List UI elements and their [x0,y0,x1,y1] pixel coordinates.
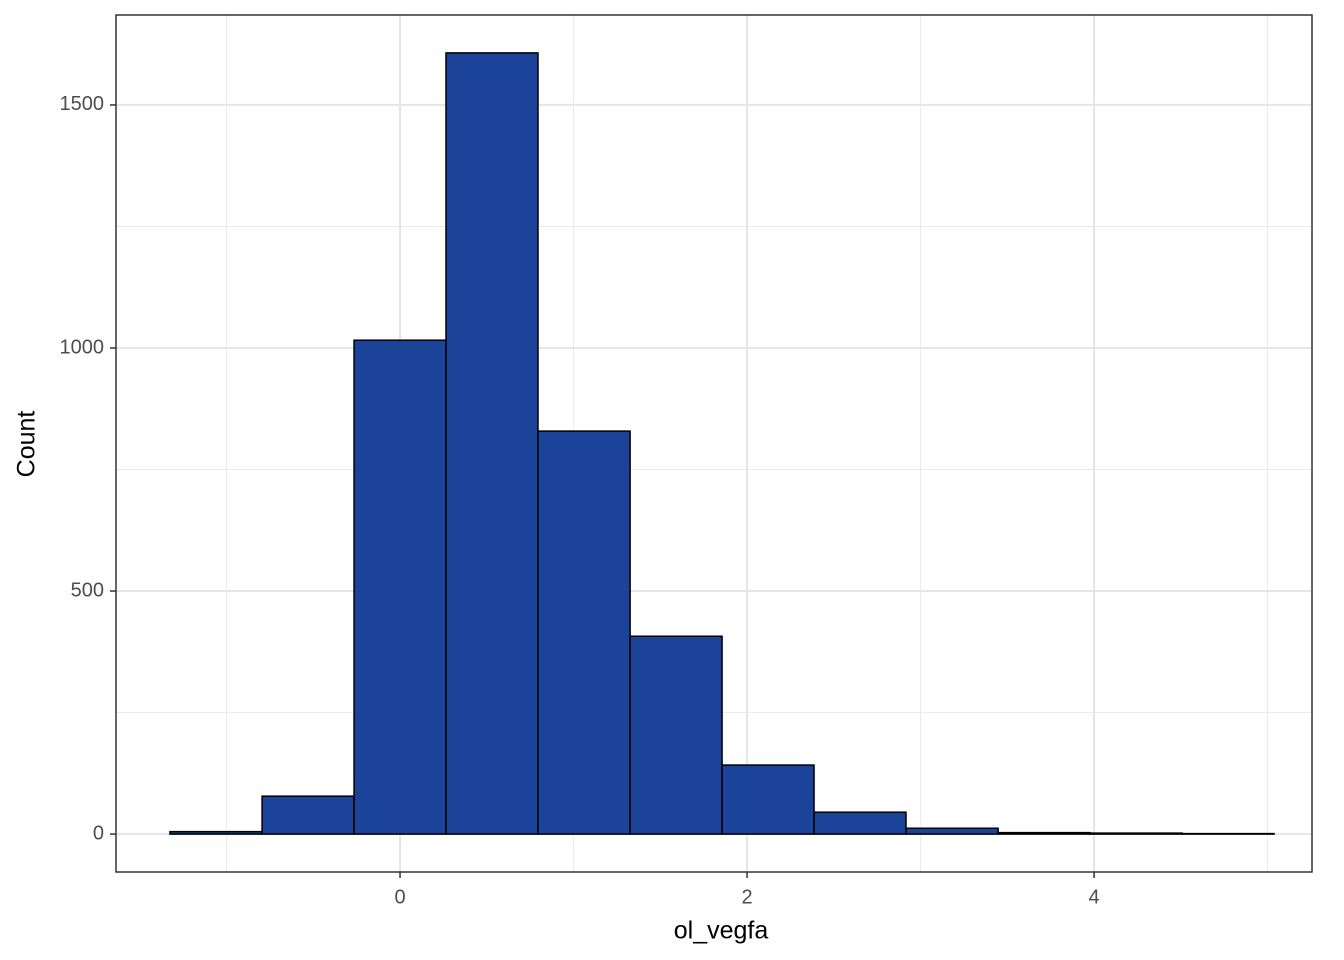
x-tick-label: 4 [1089,886,1100,908]
y-tick-label: 500 [71,579,104,601]
bar [261,795,355,835]
bar [813,811,907,835]
bar [997,831,1091,835]
x-tick-label: 2 [741,886,752,908]
y-tick-label: 1500 [60,93,105,115]
panel-border [115,14,1313,873]
x-tick-label: 0 [394,886,405,908]
bar [169,830,263,835]
y-axis-title: Count [13,411,41,478]
y-tick-label: 1000 [60,336,105,358]
bar [353,339,447,835]
bar [629,635,723,835]
bar [445,52,539,835]
bar [905,827,999,835]
bar [721,764,815,835]
x-axis-title: ol_vegfa [674,917,769,945]
bar [537,430,631,835]
y-tick-label: 0 [93,822,104,844]
bar [1089,832,1183,835]
